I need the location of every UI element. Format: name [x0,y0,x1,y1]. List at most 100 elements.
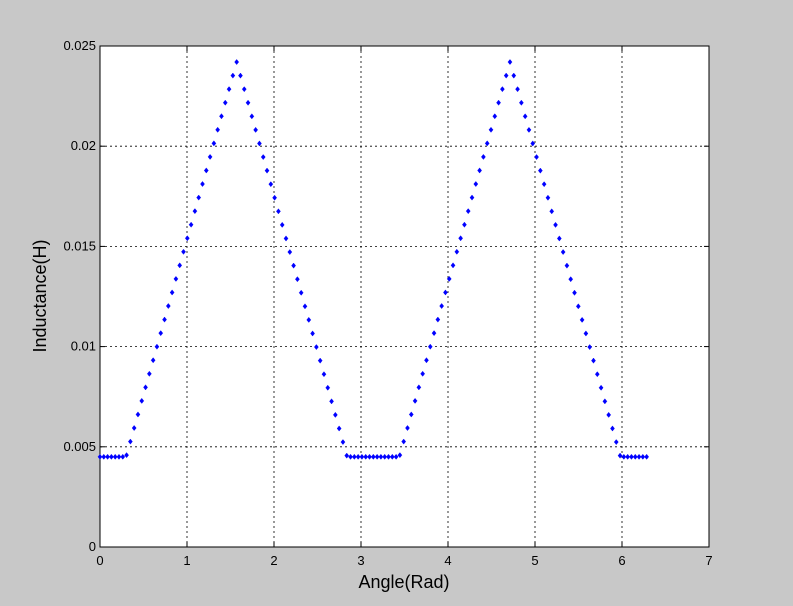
x-axis-label: Angle(Rad) [358,572,449,592]
data-point [401,438,407,445]
data-point [333,411,338,418]
y-tick-label: 0.02 [71,138,96,153]
data-point [370,453,376,460]
data-point [147,370,152,377]
data-point [374,453,380,460]
data-point [359,453,365,460]
data-point [211,140,217,147]
data-point [534,154,539,160]
data-point [579,316,585,323]
data-point [473,181,479,187]
data-point [500,86,505,93]
data-point [564,262,570,269]
data-point [222,99,228,106]
data-point [143,384,148,391]
data-point [469,194,475,201]
data-point [416,384,422,391]
data-point [450,262,456,269]
data-point [446,275,452,282]
data-point [545,194,551,201]
data-point [105,453,110,460]
data-point [568,276,574,283]
data-series [97,59,649,460]
data-point [538,167,543,174]
data-point [496,99,501,106]
x-tick-label: 3 [357,553,364,568]
data-point [522,113,528,120]
data-point [352,453,357,460]
y-tick-label: 0.015 [63,238,96,253]
data-point [594,371,600,378]
data-point [613,439,619,445]
data-point [424,357,429,364]
data-point [484,140,490,147]
data-point [154,343,160,350]
data-point [188,221,194,228]
data-point [249,113,255,120]
data-point [488,126,494,133]
data-point [625,453,630,460]
data-point [196,194,202,201]
plot-frame [99,45,710,548]
data-point [435,316,441,323]
data-point [420,370,426,377]
data-point [287,249,293,255]
y-tick-label: 0.01 [71,339,96,354]
data-point [515,86,520,93]
data-point [173,275,179,282]
data-point [458,235,463,242]
data-point [329,398,334,405]
data-point [219,113,224,120]
data-point [260,154,266,160]
x-tick-label: 7 [705,553,712,568]
data-point [192,208,198,215]
data-point [617,452,623,459]
grid-lines [100,46,709,547]
data-point [120,453,126,460]
data-point [101,453,107,460]
data-point [636,453,642,460]
x-tick-label: 1 [183,553,190,568]
data-point [340,439,346,445]
plot-area [100,46,709,547]
data-point [131,425,137,431]
data-point [124,452,129,459]
data-point [526,126,532,133]
data-point [321,371,327,378]
data-point [230,72,236,79]
data-point [226,86,232,93]
data-point [325,384,331,391]
data-point [177,262,183,269]
data-point [575,303,581,310]
data-point [481,153,486,160]
data-point [477,167,482,174]
data-point [610,425,615,432]
data-point [234,59,239,65]
data-point [295,276,300,283]
data-point [640,453,646,460]
data-point [644,453,649,460]
data-point [412,397,418,404]
data-point [291,262,296,269]
data-point [492,113,498,120]
data-point [112,453,118,460]
data-point [200,181,205,187]
data-point [184,235,190,242]
data-point [336,425,342,432]
data-point [238,72,243,79]
data-point [378,453,384,460]
data-point [587,344,593,350]
data-point [621,453,627,460]
data-point [97,453,103,460]
data-point [363,453,369,460]
data-point [253,126,258,133]
data-point [207,153,213,160]
y-axis-label: Inductance(H) [30,239,50,352]
data-point [408,411,414,418]
data-point [264,167,270,174]
data-point [427,343,433,350]
data-point [541,181,547,188]
data-point [272,194,277,201]
data-point [389,453,395,460]
